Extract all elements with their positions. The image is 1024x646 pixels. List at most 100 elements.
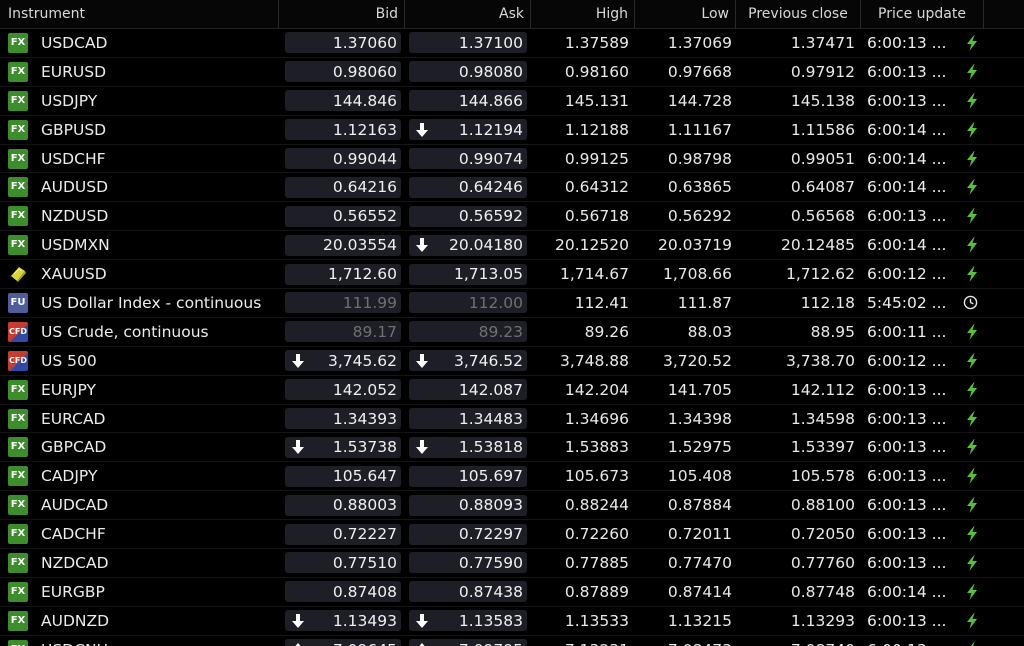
bid-price-button[interactable]: 142.052 <box>285 379 401 401</box>
table-row[interactable]: FX USDCNH 7.09645 7.09795 7.132317.084737.08… <box>0 636 1024 646</box>
bid-price-button[interactable]: 20.03554 <box>285 234 401 256</box>
instrument-cell[interactable]: CFD US Crude, continuous <box>0 318 279 346</box>
instrument-cell[interactable]: FX AUDUSD <box>0 173 279 201</box>
ask-cell[interactable]: 1,713.05 <box>405 260 531 288</box>
ask-price-button[interactable]: 1.53818 <box>409 436 527 458</box>
bid-cell[interactable]: 0.98060 <box>279 58 405 86</box>
bid-price-button[interactable]: 1.13493 <box>285 610 401 632</box>
table-row[interactable]: FX EURUSD 0.98060 0.98080 0.98160 0.97668 0.97… <box>0 58 1024 87</box>
ask-price-button[interactable]: 0.87438 <box>409 581 527 603</box>
ask-cell[interactable]: 20.04180 <box>405 231 531 259</box>
ask-cell[interactable]: 0.99074 <box>405 145 531 173</box>
bid-price-button[interactable]: 0.88003 <box>285 494 401 516</box>
table-row[interactable]: FX AUDUSD 0.64216 0.64246 0.64312 0.63865 0.64… <box>0 173 1024 203</box>
bid-price-button[interactable]: 1.53738 <box>285 436 401 458</box>
table-row[interactable]: FX USDJPY 144.846 144.866 145.131 144.728 145.… <box>0 87 1024 116</box>
table-row[interactable]: XAUUSD 1,712.60 1,713.05 1,714.67 1,708.66 1,… <box>0 260 1024 290</box>
ask-cell[interactable]: 0.88093 <box>405 491 531 519</box>
ask-cell[interactable]: 0.64246 <box>405 173 531 201</box>
bid-cell[interactable]: 1.34393 <box>279 405 405 433</box>
ask-price-button[interactable]: 20.04180 <box>409 234 527 256</box>
instrument-cell[interactable]: FX USDMXN <box>0 231 279 259</box>
table-row[interactable]: FX EURGBP 0.87408 0.87438 0.87889 0.87414 0.87… <box>0 578 1024 607</box>
instrument-cell[interactable]: FX EURUSD <box>0 58 279 86</box>
table-row[interactable]: FX AUDCAD 0.88003 0.88093 0.88244 0.87884 0.88… <box>0 491 1024 521</box>
ask-cell[interactable]: 0.87438 <box>405 578 531 606</box>
instrument-cell[interactable]: FX EURJPY <box>0 376 279 404</box>
ask-cell[interactable]: 3,746.52 <box>405 347 531 375</box>
instrument-cell[interactable]: FX CADCHF <box>0 520 279 548</box>
bid-price-button[interactable]: 1.34393 <box>285 408 401 430</box>
bid-cell[interactable]: 20.03554 <box>279 231 405 259</box>
bid-cell[interactable]: 1,712.60 <box>279 260 405 288</box>
ask-cell[interactable]: 112.00 <box>405 289 531 317</box>
bid-cell[interactable]: 1.13493 <box>279 607 405 635</box>
ask-cell[interactable]: 0.72297 <box>405 520 531 548</box>
bid-cell[interactable]: 1.37060 <box>279 29 405 57</box>
instrument-cell[interactable]: FX USDJPY <box>0 87 279 115</box>
ask-cell[interactable]: 0.77590 <box>405 549 531 577</box>
table-row[interactable]: FX NZDUSD 0.56552 0.56592 0.56718 0.56292 0.56… <box>0 202 1024 232</box>
ask-price-button[interactable]: 1,713.05 <box>409 263 527 285</box>
bid-price-button[interactable]: 111.99 <box>285 292 401 314</box>
bid-cell[interactable]: 0.99044 <box>279 145 405 173</box>
table-row[interactable]: FX USDCHF 0.99044 0.99074 0.99125 0.98798 0.99… <box>0 145 1024 174</box>
bid-cell[interactable]: 7.09645 <box>279 636 405 646</box>
bid-cell[interactable]: 0.56552 <box>279 202 405 230</box>
instrument-cell[interactable]: FX EURGBP <box>0 578 279 606</box>
instrument-cell[interactable]: FX NZDCAD <box>0 549 279 577</box>
bid-price-button[interactable]: 7.09645 <box>285 639 401 646</box>
ask-cell[interactable]: 7.09795 <box>405 636 531 646</box>
instrument-cell[interactable]: FX AUDCAD <box>0 491 279 519</box>
bid-price-button[interactable]: 0.56552 <box>285 205 401 227</box>
bid-price-button[interactable]: 0.72227 <box>285 523 401 545</box>
instrument-cell[interactable]: FX GBPCAD <box>0 433 279 461</box>
table-row[interactable]: FX USDCAD 1.37060 1.37100 1.37589 1.37069 1.37… <box>0 29 1024 58</box>
bid-cell[interactable]: 0.72227 <box>279 520 405 548</box>
bid-price-button[interactable]: 144.846 <box>285 90 401 112</box>
table-row[interactable]: CFD US 500 3,745.62 3,746.52 3,748.88 3,720.5… <box>0 347 1024 376</box>
bid-cell[interactable]: 1.53738 <box>279 433 405 461</box>
ask-cell[interactable]: 1.13583 <box>405 607 531 635</box>
bid-cell[interactable]: 0.77510 <box>279 549 405 577</box>
header-high[interactable]: High <box>531 0 635 28</box>
ask-price-button[interactable]: 1.37100 <box>409 32 527 54</box>
bid-cell[interactable]: 0.64216 <box>279 173 405 201</box>
ask-price-button[interactable]: 7.09795 <box>409 639 527 646</box>
instrument-cell[interactable]: FX USDCNH <box>0 636 279 646</box>
table-row[interactable]: FX GBPCAD 1.53738 1.53818 1.53883 1.52975 1.53… <box>0 433 1024 463</box>
bid-cell[interactable]: 0.87408 <box>279 578 405 606</box>
bid-cell[interactable]: 3,745.62 <box>279 347 405 375</box>
instrument-cell[interactable]: FX USDCHF <box>0 145 279 173</box>
ask-price-button[interactable]: 1.13583 <box>409 610 527 632</box>
ask-price-button[interactable]: 0.72297 <box>409 523 527 545</box>
ask-cell[interactable]: 89.23 <box>405 318 531 346</box>
ask-cell[interactable]: 1.53818 <box>405 433 531 461</box>
ask-cell[interactable]: 142.087 <box>405 376 531 404</box>
ask-price-button[interactable]: 142.087 <box>409 379 527 401</box>
table-row[interactable]: FX NZDCAD 0.77510 0.77590 0.77885 0.77470 0.77… <box>0 549 1024 578</box>
table-row[interactable]: FX EURCAD 1.34393 1.34483 1.34696 1.34398 1.34… <box>0 405 1024 434</box>
header-bid[interactable]: Bid <box>279 0 405 28</box>
bid-cell[interactable]: 0.88003 <box>279 491 405 519</box>
table-row[interactable]: CFD US Crude, continuous 89.17 89.23 89.26 88… <box>0 318 1024 347</box>
instrument-cell[interactable]: FX AUDNZD <box>0 607 279 635</box>
instrument-cell[interactable]: FX EURCAD <box>0 405 279 433</box>
bid-price-button[interactable]: 105.647 <box>285 465 401 487</box>
bid-price-button[interactable]: 89.17 <box>285 321 401 343</box>
header-ask[interactable]: Ask <box>405 0 531 28</box>
ask-cell[interactable]: 144.866 <box>405 87 531 115</box>
bid-price-button[interactable]: 1.12163 <box>285 119 401 141</box>
instrument-cell[interactable]: XAUUSD <box>0 260 279 288</box>
ask-price-button[interactable]: 0.64246 <box>409 176 527 198</box>
header-price-update[interactable]: Price update <box>861 0 984 28</box>
ask-cell[interactable]: 105.697 <box>405 462 531 490</box>
bid-price-button[interactable]: 0.77510 <box>285 552 401 574</box>
instrument-cell[interactable]: FX GBPUSD <box>0 116 279 144</box>
ask-price-button[interactable]: 144.866 <box>409 90 527 112</box>
bid-price-button[interactable]: 1,712.60 <box>285 263 401 285</box>
table-row[interactable]: FX EURJPY 142.052 142.087 142.204 141.705 142.… <box>0 376 1024 405</box>
table-row[interactable]: FU US Dollar Index - continuous 111.99 112.… <box>0 289 1024 318</box>
ask-cell[interactable]: 0.98080 <box>405 58 531 86</box>
header-low[interactable]: Low <box>635 0 736 28</box>
